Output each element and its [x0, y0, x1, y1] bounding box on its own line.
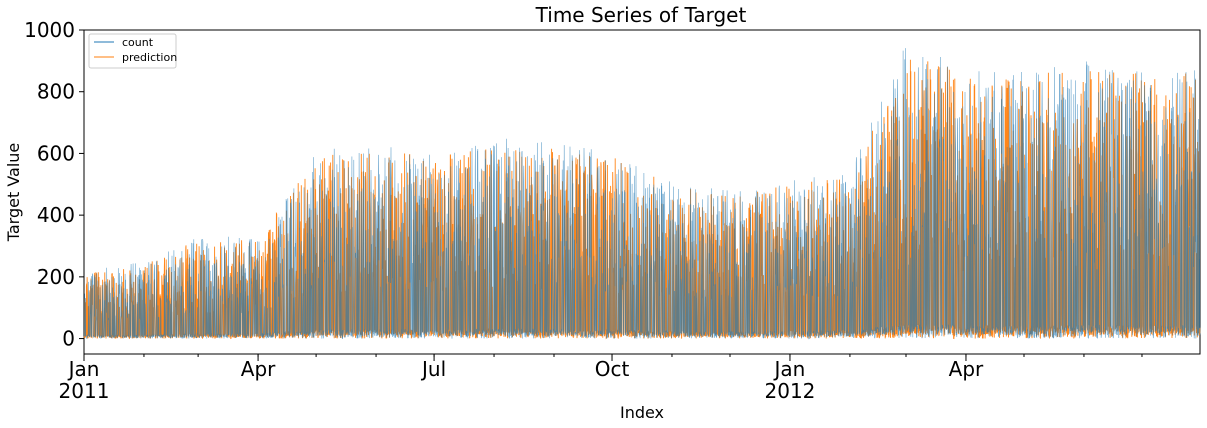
x-tick-label: Apr	[949, 357, 984, 381]
y-tick-label: 1000	[24, 18, 75, 42]
series-line-count	[83, 48, 1201, 340]
y-tick-label: 200	[37, 265, 75, 289]
x-tick-year-label: 2012	[765, 379, 816, 403]
chart-title: Time Series of Target	[535, 3, 747, 27]
x-tick-label: Jan	[67, 357, 100, 381]
x-axis-label: Index	[620, 403, 664, 422]
y-tick-label: 0	[62, 327, 75, 351]
series-line-prediction	[83, 59, 1201, 340]
y-tick-label: 400	[37, 203, 75, 227]
x-tick-year-label: 2011	[59, 379, 110, 403]
x-tick-label: Oct	[595, 357, 630, 381]
plot-area	[83, 29, 1201, 355]
x-tick-label: Apr	[241, 357, 276, 381]
y-tick-label: 800	[37, 80, 75, 104]
y-axis-label: Target Value	[4, 143, 23, 243]
legend: count prediction	[88, 33, 177, 69]
plot-frame	[83, 29, 1201, 355]
series-layer	[83, 48, 1201, 340]
y-axis: 0 200 400 600 800 1000	[24, 18, 84, 351]
y-tick-label: 600	[37, 141, 75, 165]
legend-label-count: count	[122, 36, 154, 49]
legend-label-prediction: prediction	[122, 51, 177, 64]
x-tick-label: Jul	[420, 357, 446, 381]
x-tick-label: Jan	[773, 357, 806, 381]
